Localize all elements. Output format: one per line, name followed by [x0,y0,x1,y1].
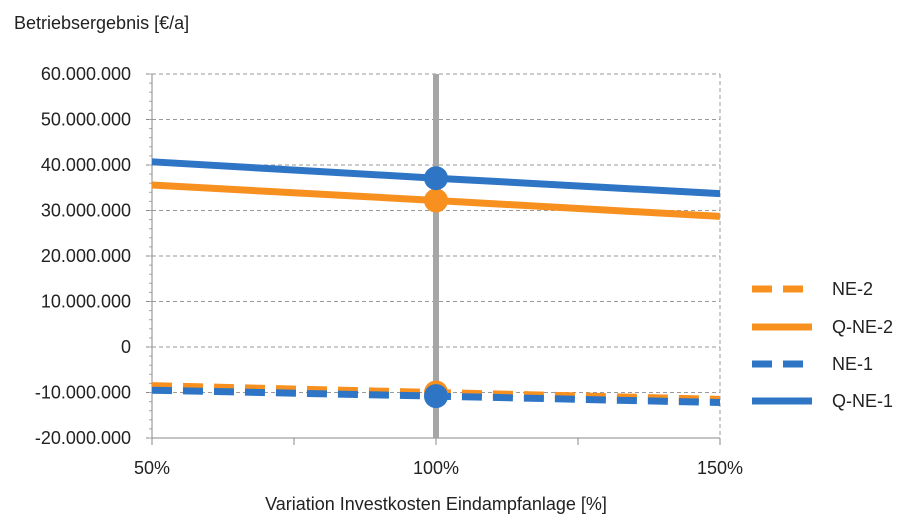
y-tick-label: 40.000.000 [41,155,131,175]
y-tick-label: 50.000.000 [41,110,131,130]
x-tick-label: 150% [697,458,743,478]
y-tick-label: 20.000.000 [41,246,131,266]
y-tick-labels: 60.000.000 50.000.000 40.000.000 30.000.000… [35,64,131,448]
data-point-q-ne-1 [424,166,448,191]
data-point-ne-1 [424,384,448,409]
markers-group [424,166,448,409]
y-axis-title: Betriebsergebnis [€/a] [14,13,189,33]
legend-label-ne-2: NE-2 [832,279,873,299]
data-point-q-ne-2 [424,188,448,213]
y-tick-label: 30.000.000 [41,201,131,221]
legend-label-q-ne-1: Q-NE-1 [832,391,893,411]
x-tick-label: 100% [413,458,459,478]
x-axis-title: Variation Investkosten Eindampfanlage [%… [265,494,607,514]
legend-label-q-ne-2: Q-NE-2 [832,317,893,337]
legend: NE-2 Q-NE-2 NE-1 Q-NE-1 [752,279,893,411]
y-tick-label: 60.000.000 [41,64,131,84]
x-tick-labels: 50% 100% 150% [134,458,743,478]
y-tick-label: 10.000.000 [41,292,131,312]
y-tick-label: -20.000.000 [35,428,131,448]
legend-label-ne-1: NE-1 [832,354,873,374]
y-tick-label: 0 [121,337,131,357]
y-tick-label: -10.000.000 [35,383,131,403]
x-tick-label: 50% [134,458,170,478]
